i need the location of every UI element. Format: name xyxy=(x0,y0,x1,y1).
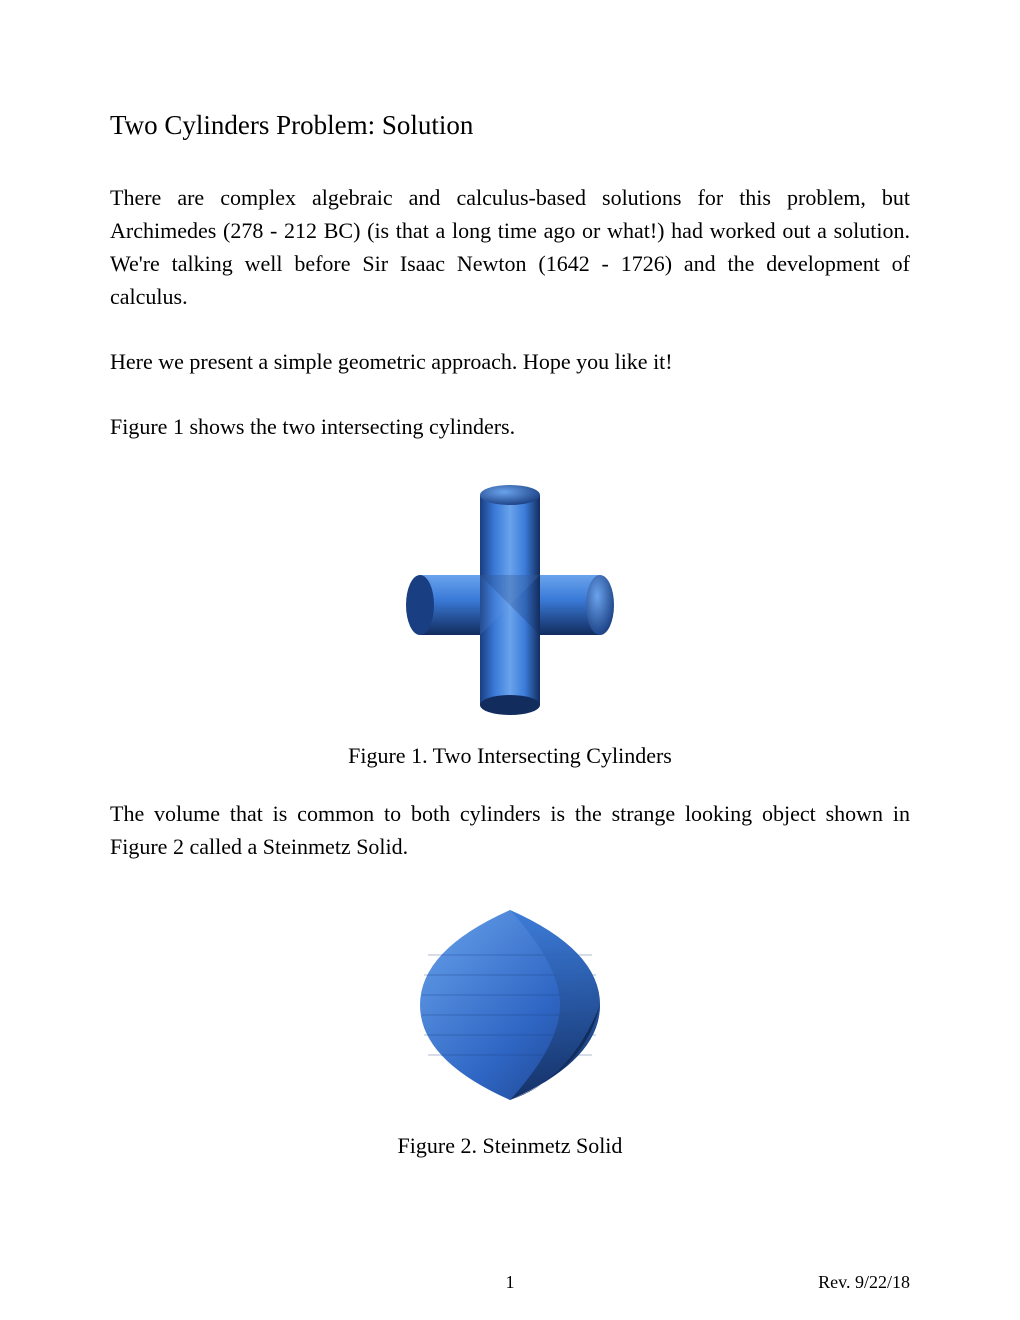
figure-1-caption: Figure 1. Two Intersecting Cylinders xyxy=(110,743,910,769)
paragraph-4: The volume that is common to both cylind… xyxy=(110,797,910,863)
paragraph-2: Here we present a simple geometric appro… xyxy=(110,345,910,378)
figure-2: Figure 2. Steinmetz Solid xyxy=(110,895,910,1159)
figure-1: Figure 1. Two Intersecting Cylinders xyxy=(110,475,910,769)
page-title: Two Cylinders Problem: Solution xyxy=(110,110,910,141)
steinmetz-solid-icon xyxy=(400,895,620,1115)
paragraph-3: Figure 1 shows the two intersecting cyli… xyxy=(110,410,910,443)
revision-date: Rev. 9/22/18 xyxy=(818,1272,910,1293)
paragraph-1: There are complex algebraic and calculus… xyxy=(110,181,910,313)
page-number: 1 xyxy=(506,1272,515,1293)
figure-2-caption: Figure 2. Steinmetz Solid xyxy=(110,1133,910,1159)
intersecting-cylinders-icon xyxy=(380,475,640,725)
document-page: Two Cylinders Problem: Solution There ar… xyxy=(0,0,1020,1320)
